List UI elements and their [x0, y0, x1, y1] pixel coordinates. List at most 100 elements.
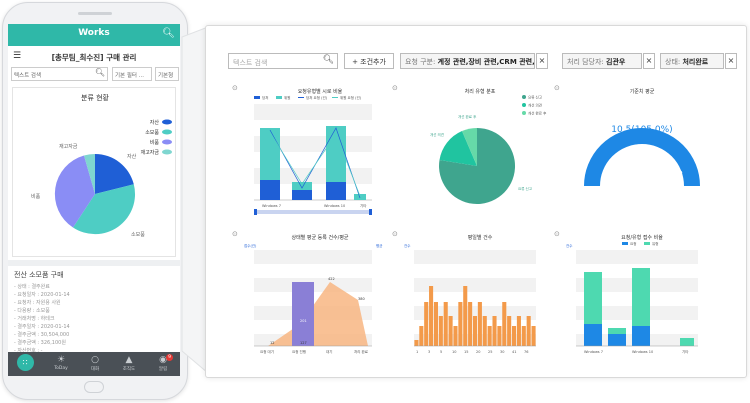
pie-slice-improvement[interactable] — [439, 131, 478, 166]
histogram-bar[interactable] — [438, 316, 443, 346]
nav-today-label: ToDay — [54, 366, 68, 371]
histogram-bar[interactable] — [487, 326, 492, 346]
drag-handle-icon[interactable]: ⊙ — [232, 84, 238, 92]
pie-slice-asset[interactable] — [95, 154, 134, 194]
bar-segment[interactable] — [680, 338, 694, 346]
filter-chip-status[interactable]: 상태: 처리완료 — [660, 53, 724, 69]
histogram-bar[interactable] — [521, 326, 526, 346]
histogram-bar[interactable] — [497, 326, 502, 346]
histogram-bar[interactable] — [433, 302, 438, 346]
phone-view-select[interactable]: 기본형 — [155, 67, 179, 81]
widget-daily-count[interactable]: ⊙ 평일별 건수 건수 1 3 5 10 15 20 25 30 41 76 — [392, 230, 560, 364]
nav-alarm[interactable]: ◉ 알림 9 — [148, 354, 178, 372]
dashboard-search-input[interactable]: 텍스트 검색 🔍︎ — [228, 53, 338, 69]
search-icon[interactable]: 🔍︎ — [162, 28, 175, 39]
scrollbar-handle-left[interactable] — [254, 209, 257, 215]
x-tick-label: 처리 완료 — [354, 349, 369, 354]
legend-label-consumable: 소모품 — [145, 130, 159, 136]
hamburger-menu-icon[interactable]: ☰ — [13, 51, 22, 61]
detail-line: - 자산번호 : - — [14, 348, 43, 354]
bar-segment[interactable] — [584, 272, 602, 324]
bar-segment[interactable] — [260, 180, 280, 200]
histogram-bar[interactable] — [472, 316, 478, 346]
histogram-bar[interactable] — [448, 316, 453, 346]
histogram-bar[interactable] — [458, 302, 463, 346]
nav-org[interactable]: ▲ 조직도 — [114, 355, 144, 372]
bar-segment[interactable] — [260, 128, 280, 180]
phone-filter-select-value: 기본 필터 ... — [115, 73, 144, 79]
histogram-bar[interactable] — [477, 302, 482, 346]
filter-chip-assignee[interactable]: 처리 담당자: 김관우 — [562, 53, 642, 69]
phone-filter-select[interactable]: 기본 필터 ... — [112, 67, 152, 81]
pie-slice-done[interactable] — [462, 127, 477, 166]
filter-chip-request-type[interactable]: 요청 구분: 계정 관련,장비 관련,CRM 관련,... — [400, 53, 535, 69]
detail-line: - 결주금액 : 326,100원 — [14, 340, 66, 346]
x-tick-label: 41 — [512, 350, 516, 354]
close-icon[interactable]: × — [643, 53, 655, 69]
bar-segment[interactable] — [608, 334, 626, 346]
range-scrollbar[interactable] — [254, 210, 372, 214]
histogram-bar[interactable] — [512, 326, 517, 346]
histogram-bar[interactable] — [429, 286, 434, 346]
phone-detail-card[interactable]: 전산 소모품 구매 - 상태 : 결주완료 - 요청일자 : 2020-01-1… — [14, 271, 174, 355]
drag-handle-icon[interactable]: ⊙ — [554, 230, 560, 238]
widget-status-average[interactable]: ⊙ 상태별 평균 등록 건수/평균 접수(건) 평균 201 127 12 42… — [232, 230, 400, 364]
x-tick-label: 30 — [500, 350, 504, 354]
drag-handle-icon[interactable]: ⊙ — [392, 84, 398, 92]
phone-search-placeholder: 텍스트 검색 — [14, 73, 42, 79]
area-value-label: 422 — [328, 277, 335, 281]
drag-handle-icon[interactable]: ⊙ — [392, 230, 398, 238]
widget-baseline-average[interactable]: ⊙ 기준치 평균 10.5(105.0%) 처리 — [554, 84, 722, 218]
pie-slice-error[interactable] — [439, 128, 516, 204]
widget-process-type-distribution[interactable]: ⊙ 처리 유형 분포 요류 신고 개선 의견 개선 완료 후 개선 의견 개선 … — [392, 84, 560, 218]
nav-chat[interactable]: ○ 대화 — [80, 355, 110, 372]
x-tick-label: 1 — [416, 350, 418, 354]
close-icon[interactable]: × — [725, 53, 737, 69]
histogram-bar[interactable] — [414, 340, 419, 346]
pie-slice-equipment[interactable] — [54, 155, 95, 228]
histogram-bar[interactable] — [531, 326, 536, 346]
histogram-bar[interactable] — [443, 302, 448, 346]
histogram-bar[interactable] — [419, 326, 424, 346]
pie-slice-consumable[interactable] — [73, 184, 136, 235]
histogram-bar[interactable] — [516, 316, 521, 346]
histogram-bar[interactable] — [424, 302, 429, 346]
search-icon[interactable]: 🔍︎ — [322, 55, 334, 65]
histogram-bar[interactable] — [482, 316, 487, 346]
nav-apps[interactable]: ∷ — [10, 354, 40, 371]
histogram-bar[interactable] — [507, 316, 512, 346]
bar-segment[interactable] — [608, 328, 626, 334]
scrollbar-handle-right[interactable] — [369, 209, 372, 215]
bar-segment[interactable] — [292, 182, 312, 190]
histogram-bar[interactable] — [468, 302, 473, 346]
bar-value-label: 127 — [300, 341, 307, 345]
phone-search-input[interactable]: 텍스트 검색 🔍︎ — [11, 67, 108, 81]
histogram-bar[interactable] — [492, 316, 497, 346]
add-condition-button[interactable]: + 조건추가 — [344, 53, 394, 69]
close-icon[interactable]: × — [536, 53, 548, 69]
bar-segment[interactable] — [292, 190, 312, 200]
pie-slice-inventory[interactable] — [84, 153, 95, 194]
bar-segment[interactable] — [632, 326, 650, 346]
phone-app-title: Works — [78, 28, 110, 38]
widget-request-type-ratio[interactable]: ⊙ 요청유형별 시로 비율 당처 위원 당처 요청 (건) 위원 요청 (건) … — [232, 84, 400, 218]
histogram-bar[interactable] — [502, 302, 507, 346]
drag-handle-icon[interactable]: ⊙ — [232, 230, 238, 238]
bar-segment[interactable] — [632, 268, 650, 326]
gauge-chart: 10.5(105.0%) 처리 — [584, 125, 700, 188]
widget-request-type-ratio-2[interactable]: ⊙ 요청/유형 접수 비율 요청 유형 건수 Windows 7 Windows… — [554, 230, 722, 364]
phone-chart-card: 분류 현황 재고자금 자산 비품 소모품 자산 소모품 비품 재고자금 — [12, 87, 176, 257]
drag-handle-icon[interactable]: ⊙ — [554, 84, 560, 92]
bar-segment[interactable] — [326, 182, 346, 200]
nav-today[interactable]: ☀ ToDay — [46, 355, 76, 371]
bar[interactable] — [292, 282, 314, 346]
legend-label: 유형 — [652, 241, 658, 246]
histogram-bar[interactable] — [463, 286, 468, 346]
bar-segment[interactable] — [326, 126, 346, 182]
chip-value: 계정 관련,장비 관련,CRM 관련,... — [437, 58, 535, 66]
histogram-bar[interactable] — [453, 326, 458, 346]
area-value-label: 12 — [270, 341, 274, 345]
bar-segment[interactable] — [584, 324, 602, 346]
search-icon[interactable]: 🔍︎ — [94, 68, 105, 77]
histogram-bar[interactable] — [526, 316, 531, 346]
